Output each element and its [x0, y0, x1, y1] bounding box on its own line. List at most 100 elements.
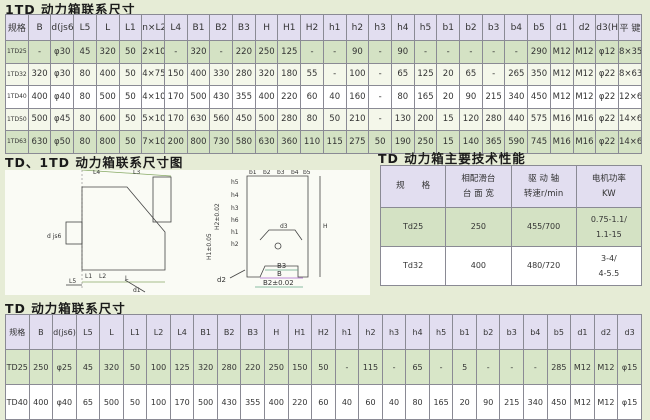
table-cell: φ22 — [595, 85, 619, 109]
table-cell: 170 — [163, 85, 188, 109]
cell-line: 1.1-15 — [595, 230, 622, 239]
table-cell: 80 — [300, 107, 324, 131]
table-cell: M12 — [549, 85, 574, 109]
table-cell: 745 — [527, 130, 551, 154]
table-cell: 450 — [546, 384, 572, 420]
table-cell: - — [475, 349, 501, 385]
table-cell: 20 — [436, 62, 461, 86]
column-header: B3 — [240, 314, 266, 350]
output-shaft — [65, 221, 83, 245]
label-L4: L4 — [93, 170, 100, 176]
column-header: L1 — [122, 314, 148, 350]
label-H: H — [323, 223, 328, 230]
table-cell: 3-4/4-5.5 — [575, 246, 643, 286]
table-cell: 250 — [445, 207, 512, 247]
table-cell: 450 — [232, 107, 256, 131]
table-cell: M12 — [593, 349, 619, 385]
table-cell: 165 — [428, 384, 454, 420]
table-cell: 440 — [504, 107, 529, 131]
table-cell: φ50 — [50, 130, 75, 154]
table-cell: 5×100 — [141, 107, 165, 131]
table-cell: 0.75-1.1/1.1-15 — [575, 207, 643, 247]
table-cell: - — [459, 40, 483, 64]
table-cell: 220 — [287, 384, 313, 420]
column-header: H — [264, 314, 289, 350]
table-cell: 50 — [118, 62, 143, 86]
table-cell: 400 — [264, 384, 289, 420]
table-cell: M12 — [549, 40, 574, 64]
table-cell: 80 — [73, 85, 97, 109]
column-header: L5 — [73, 14, 97, 41]
label-d3: d3 — [280, 223, 288, 230]
table-cell: 140 — [459, 130, 483, 154]
table-cell: 275 — [345, 130, 370, 154]
table-cell: 8×63 — [617, 62, 643, 86]
column-header: H1 — [287, 314, 313, 350]
table-cell: 285 — [546, 349, 572, 385]
column-header: 规格 — [5, 14, 29, 41]
table-cell: 630 — [254, 130, 279, 154]
table-cell: 80 — [405, 384, 430, 420]
label-h4: h4 — [231, 192, 239, 199]
table-cell: 45 — [75, 349, 101, 385]
label-b4: b4 — [291, 170, 299, 176]
table-cell: - — [368, 62, 392, 86]
table-cell: φ15 — [617, 384, 642, 420]
column-header: h3 — [368, 14, 392, 41]
column-header: B1 — [193, 314, 218, 350]
table-cell: 90 — [390, 40, 415, 64]
column-header: H1 — [277, 14, 302, 41]
table-cell: 500 — [99, 384, 124, 420]
table-cell: 45 — [73, 40, 97, 64]
table-cell: 250 — [28, 349, 54, 385]
table-cell: φ25 — [52, 349, 77, 385]
label-L1: L1 — [85, 273, 92, 280]
table-cell: 150 — [163, 62, 188, 86]
table-cell: 250 — [254, 40, 279, 64]
table-cell: 220 — [240, 349, 266, 385]
table-cell: 560 — [209, 107, 234, 131]
column-header: L5 — [75, 314, 101, 350]
table-cell: 90 — [459, 85, 483, 109]
spec-cell: 1TD63 — [5, 130, 29, 154]
column-header: d3(H7) — [595, 14, 619, 41]
table-cell: - — [368, 40, 392, 64]
column-header: L2 — [146, 314, 171, 350]
table-cell: 115 — [358, 349, 383, 385]
table-cell: 80 — [73, 107, 97, 131]
table-cell: - — [481, 62, 506, 86]
column-header: b3 — [481, 14, 506, 41]
table-cell: 500 — [193, 384, 218, 420]
table-cell: φ22 — [595, 62, 619, 86]
table-cell: M16 — [572, 130, 597, 154]
table-cell: - — [523, 349, 548, 385]
table-row: TD25 250 φ25 45 320 50 100 125 320 280 220 250 150 50… — [5, 349, 642, 385]
column-header: d1 — [570, 314, 595, 350]
table-cell: 100 — [146, 384, 171, 420]
table-cell: 165 — [413, 85, 438, 109]
table-cell: φ40 — [50, 85, 75, 109]
column-header: b5 — [546, 314, 572, 350]
table-cell: Td32 — [379, 246, 447, 286]
header-line: 转速r/min — [523, 188, 564, 199]
table-cell: φ30 — [50, 40, 75, 64]
column-header: L4 — [169, 314, 195, 350]
table-cell: 4×75 — [141, 62, 165, 86]
label-H2: H2±0.02 — [214, 203, 221, 230]
table-cell: 290 — [527, 40, 551, 64]
column-header: 规格 — [5, 314, 30, 350]
column-header: H2 — [311, 314, 336, 350]
table-cell: Td25 — [379, 207, 447, 247]
spec-cell: 1TD50 — [5, 107, 29, 131]
table-cell: 4×100 — [141, 85, 165, 109]
table-cell: 630 — [27, 130, 52, 154]
table-cell: 280 — [277, 107, 302, 131]
table-cell: 215 — [481, 85, 506, 109]
header-line: 驱 动 轴 — [528, 174, 560, 185]
label-h6: h6 — [231, 217, 239, 224]
table-cell: 50 — [368, 130, 392, 154]
column-header: b4 — [504, 14, 529, 41]
table-cell: - — [209, 40, 234, 64]
label-b3: b3 — [277, 170, 285, 176]
table-cell: 320 — [27, 62, 52, 86]
